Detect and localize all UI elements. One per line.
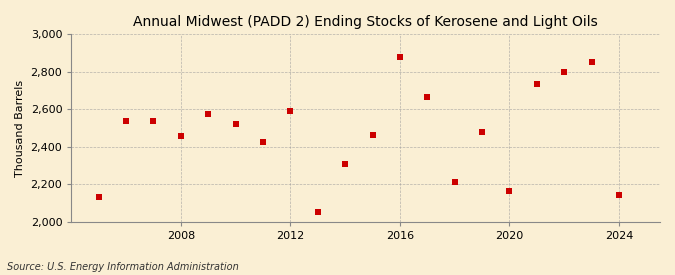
Point [367,132,378,137]
Point [422,95,433,99]
Point [148,119,159,124]
Point [313,210,323,214]
Point [176,133,186,138]
Text: Source: U.S. Energy Information Administration: Source: U.S. Energy Information Administ… [7,262,238,272]
Point [559,70,570,74]
Point [258,140,269,144]
Point [586,60,597,65]
Point [394,55,405,59]
Y-axis label: Thousand Barrels: Thousand Barrels [15,79,25,177]
Point [614,192,624,197]
Point [504,189,515,193]
Point [93,195,104,200]
Point [121,118,132,123]
Point [477,130,487,134]
Point [285,109,296,113]
Point [202,112,213,116]
Point [531,82,542,86]
Title: Annual Midwest (PADD 2) Ending Stocks of Kerosene and Light Oils: Annual Midwest (PADD 2) Ending Stocks of… [133,15,598,29]
Point [340,161,350,166]
Point [450,180,460,185]
Point [230,122,241,127]
